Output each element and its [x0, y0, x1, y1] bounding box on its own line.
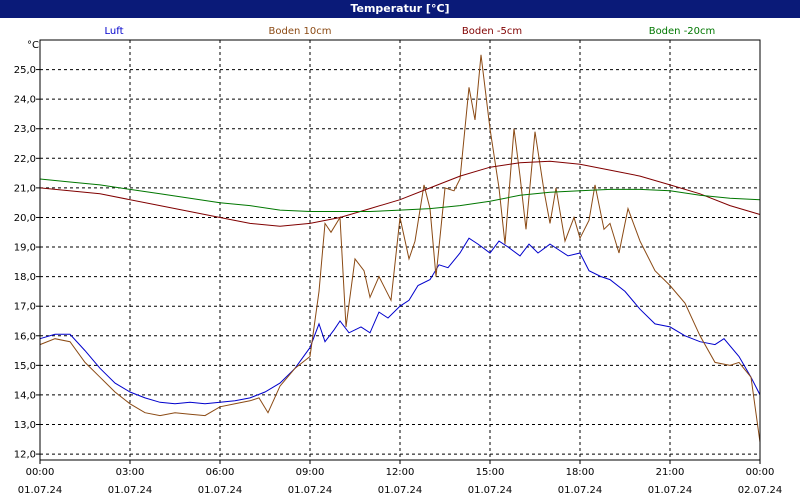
series-line-boden-20cm — [39, 178, 761, 212]
legend-item: Boden -5cm — [462, 26, 522, 37]
x-tick-time: 12:00 — [386, 467, 415, 478]
legend: Luft Boden 10cm Boden -5cm Boden -20cm — [105, 26, 716, 37]
x-tick-date: 01.07.24 — [468, 485, 513, 496]
legend-item: Luft — [105, 26, 124, 37]
y-tick-label: 12,0 — [14, 450, 36, 461]
y-tick-label: 16,0 — [14, 331, 36, 342]
plot-frame — [39, 39, 761, 461]
x-tick-time: 09:00 — [296, 467, 325, 478]
series-line-boden-10cm — [39, 54, 761, 443]
y-tick-label: 14,0 — [14, 390, 36, 401]
y-tick-label: 25,0 — [14, 65, 36, 76]
x-axis-ticks: 00:00 01.07.24 03:00 01.07.24 06:00 01.07.24 0… — [18, 460, 783, 496]
y-tick-label: 15,0 — [14, 361, 36, 372]
x-tick-date: 01.07.24 — [558, 485, 603, 496]
y-tick-label: 18,0 — [14, 272, 36, 283]
grid — [39, 40, 761, 460]
x-tick-time: 03:00 — [116, 467, 145, 478]
y-tick-label: 20,0 — [14, 213, 36, 224]
x-tick-date: 01.07.24 — [378, 485, 423, 496]
y-tick-label: 17,0 — [14, 302, 36, 313]
series-line-boden-5cm — [39, 160, 761, 227]
y-tick-label: 19,0 — [14, 243, 36, 254]
y-tick-label: 22,0 — [14, 154, 36, 165]
y-tick-label: 13,0 — [14, 420, 36, 431]
series-lines — [39, 54, 761, 443]
x-tick-time: 00:00 — [26, 467, 55, 478]
x-tick-date: 02.07.24 — [738, 485, 783, 496]
x-tick-time: 18:00 — [566, 467, 595, 478]
x-tick-date: 01.07.24 — [198, 485, 243, 496]
legend-item: Boden 10cm — [269, 26, 332, 37]
temperature-chart: Luft Boden 10cm Boden -5cm Boden -20cm °C 1… — [14, 26, 783, 496]
x-tick-time: 00:00 — [746, 467, 775, 478]
y-axis-label: °C — [27, 40, 39, 51]
x-tick-date: 01.07.24 — [108, 485, 153, 496]
x-tick-date: 01.07.24 — [648, 485, 693, 496]
y-tick-label: 23,0 — [14, 124, 36, 135]
y-axis-ticks: 12,0 13,0 14,0 15,0 16,0 17,0 18,0 19,0 20,0 21,0… — [14, 65, 40, 461]
x-tick-date: 01.07.24 — [18, 485, 63, 496]
x-tick-time: 06:00 — [206, 467, 235, 478]
y-tick-label: 24,0 — [14, 95, 36, 106]
legend-item: Boden -20cm — [649, 26, 716, 37]
x-tick-time: 21:00 — [656, 467, 685, 478]
y-tick-label: 21,0 — [14, 183, 36, 194]
chart-title: Temperatur [°C] — [0, 0, 800, 18]
x-tick-date: 01.07.24 — [288, 485, 333, 496]
series-line-luft — [39, 237, 761, 405]
x-tick-time: 15:00 — [476, 467, 505, 478]
